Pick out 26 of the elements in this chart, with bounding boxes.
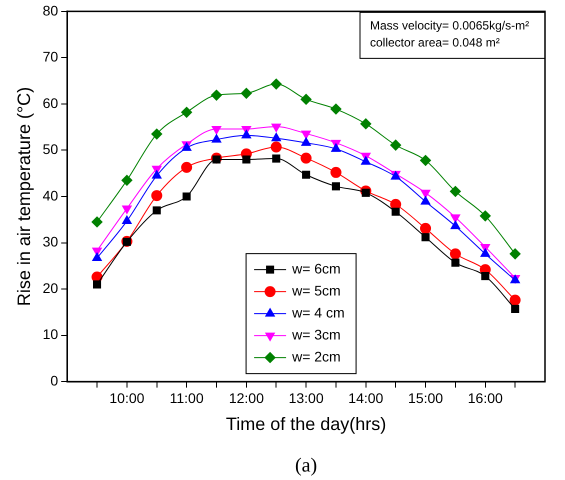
x-tick-label: 11:00 [170, 390, 204, 406]
y-tick-label: 60 [42, 94, 58, 111]
legend-label: w= 4 cm [291, 304, 345, 320]
x-axis-title: Time of the day(hrs) [226, 414, 386, 434]
annotation: Mass velocity= 0.0065kg/s-m² [370, 18, 530, 33]
y-tick-label: 80 [42, 2, 58, 18]
x-tick-label: 13:00 [288, 390, 324, 406]
legend-label: w= 6cm [291, 260, 341, 276]
annotation: collector area= 0.048 m² [370, 36, 500, 50]
x-tick-label: 10:00 [109, 390, 145, 406]
y-axis-title: Rise in air temperature (°C) [14, 86, 34, 306]
legend-label: w= 2cm [291, 348, 341, 364]
legend-label: w= 3cm [291, 326, 341, 342]
x-tick-label: 14:00 [348, 390, 384, 406]
x-tick-label: 15:00 [408, 390, 444, 406]
y-tick-label: 30 [42, 234, 58, 250]
x-tick-label: 16:00 [468, 390, 503, 406]
y-tick-label: 10 [42, 326, 58, 342]
y-tick-label: 70 [42, 48, 58, 65]
x-tick-label: 12:00 [228, 390, 264, 406]
text: (a) [294, 454, 318, 476]
y-tick-label: 50 [42, 141, 58, 158]
y-tick-label: 20 [42, 280, 58, 296]
legend-label: w= 5cm [291, 282, 341, 298]
y-tick-label: 0 [50, 372, 58, 388]
y-tick-label: 40 [42, 187, 58, 204]
